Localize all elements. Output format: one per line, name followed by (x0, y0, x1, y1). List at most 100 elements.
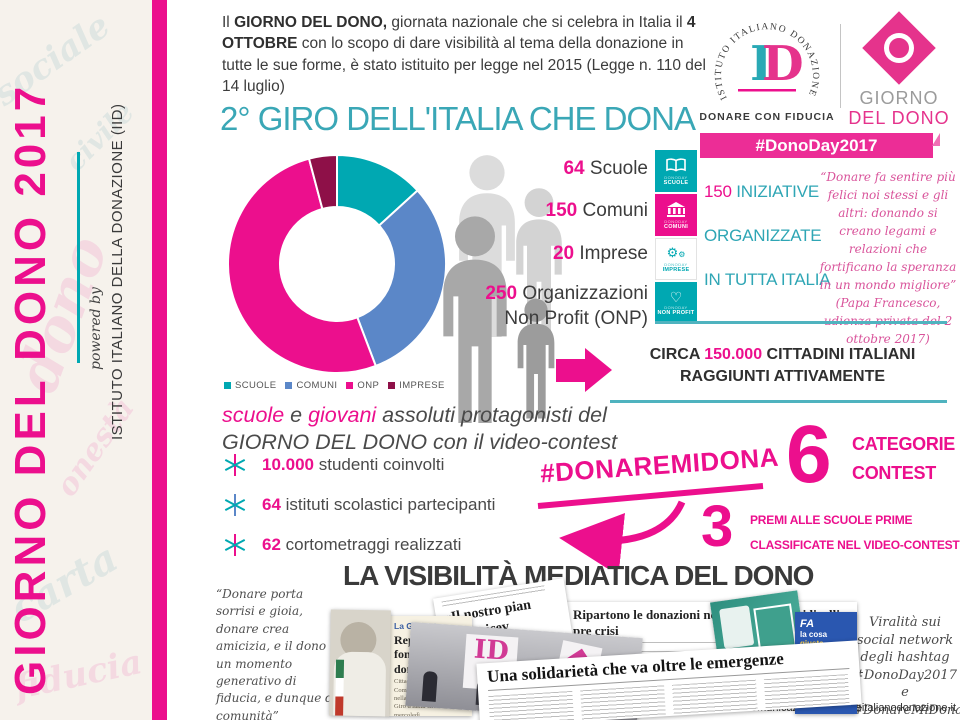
donoday-ribbon-banner: #DonoDay2017 (700, 133, 940, 158)
highlight-scuole: scuole (222, 403, 285, 427)
bullet-studenti: 10.000 studenti coinvolti (222, 452, 444, 478)
sidebar-divider-line (77, 152, 80, 363)
stat-label-line2: Non Profit (ONP) (504, 308, 648, 329)
tv-fa-text: FA (800, 618, 815, 630)
legend-label: COMUNI (296, 380, 338, 391)
pope-quote-text: “Donare fa sentire più felici noi stessi… (819, 170, 957, 292)
initiatives-block: 150 INIZIATIVE ORGANIZZATE IN TUTTA ITAL… (704, 170, 836, 302)
categories-line1: CATEGORIE (852, 434, 955, 454)
mattarella-quote-text: “Donare porta sorrisi e gioia, donare cr… (216, 587, 338, 720)
hashtag-underline-arrow (537, 483, 764, 568)
reach-number: 150.000 (704, 346, 763, 363)
legend-item: COMUNI (285, 380, 337, 391)
badge-label: SCUOLE (663, 179, 689, 186)
badge-label: COMUNI (663, 223, 689, 230)
gdd-logo-text-bottom: DEL DONO (848, 108, 950, 128)
initiatives-line1: INIZIATIVE (731, 182, 819, 201)
heading-text: assoluti protagonisti del (376, 403, 607, 427)
star-bullet-icon (224, 454, 246, 476)
bullet-number: 10.000 (262, 455, 314, 474)
iid-logo: ISTITUTO ITALIANO DONAZIONE I D DONARE C… (698, 10, 836, 132)
reach-text-line2: RAGGIUNTI ATTIVAMENTE (679, 367, 886, 385)
chart-legend: SCUOLE COMUNI ONP IMPRESE (224, 380, 464, 391)
prizes-label: PREMI ALLE SCUOLE PRIME CLASSIFICATE NEL… (750, 508, 960, 558)
star-bullet-icon (224, 534, 246, 556)
giorno-del-dono-logo: GIORNO DEL DONO (848, 11, 950, 128)
organization-name-vertical: ISTITUTO ITALIANO DELLA DONAZIONE (IID) (109, 103, 126, 441)
heart-icon: ♡ (669, 289, 683, 305)
stat-value: 64 (563, 158, 585, 179)
bullet-label: istituti scolastici partecipanti (280, 495, 496, 514)
heading-line2: GIORNO DEL DONO con il video-contest (222, 429, 618, 454)
mattarella-quote: “Donare porta sorrisi e gioia, donare cr… (216, 586, 344, 720)
badge-non-profit: ♡ DONODAY NON PROFIT (655, 282, 697, 324)
iid-letter-i: I (750, 36, 772, 92)
intro-text: giornata nazionale che si celebra in Ita… (387, 14, 687, 31)
reach-arrow-icon (556, 359, 585, 382)
badge-label: IMPRESE (662, 266, 690, 273)
badge-scuole: DONODAY SCUOLE (655, 150, 697, 192)
stat-onp: 250 Organizzazioni Non Profit (ONP) (485, 281, 648, 331)
highlight-giovani: giovani (308, 403, 377, 427)
bullet-text: 64 istituti scolastici partecipanti (262, 495, 495, 515)
prizes-line1: PREMI ALLE SCUOLE PRIME (750, 513, 913, 527)
intro-paragraph: Il GIORNO DEL DONO, giornata nazionale c… (222, 12, 708, 98)
bullet-text: 10.000 studenti coinvolti (262, 455, 444, 475)
legend-swatch-scuole (224, 382, 231, 389)
stat-scuole: 64 Scuole (563, 158, 648, 180)
bullet-number: 62 (262, 535, 281, 554)
reach-statement: CIRCA 150.000 CITTADINI ITALIANI RAGGIUN… (615, 344, 950, 387)
bullet-label: cortometraggi realizzati (280, 535, 462, 554)
bullet-label: studenti coinvolti (314, 455, 445, 474)
stat-value: 250 (485, 283, 518, 304)
star-bullet-icon (224, 494, 246, 516)
badge-tiny-text: DONODAY (664, 218, 688, 224)
badge-comuni: DONODAY COMUNI (655, 194, 697, 236)
donut-slice-imprese (307, 153, 338, 211)
legend-swatch-imprese (388, 382, 396, 389)
intro-bold-date: 4 OTTOBRE (222, 14, 696, 53)
legend-swatch-comuni (285, 382, 293, 389)
stat-value: 150 (545, 200, 578, 221)
iid-tagline: DONARE CON FIDUCIA (699, 111, 835, 123)
book-icon (666, 157, 686, 172)
stat-imprese: 20 Imprese (553, 243, 648, 265)
powered-by-label: powered by (88, 287, 104, 370)
donut-chart (227, 153, 447, 374)
legend-item: IMPRESE (388, 380, 445, 391)
initiatives-line2: ORGANIZZATE (704, 226, 822, 245)
categories-label: CATEGORIE CONTEST (852, 430, 955, 488)
logo-divider (840, 24, 841, 108)
reach-text: CITTADINI ITALIANI (762, 346, 916, 363)
iid-letter-d: D (762, 36, 804, 92)
badge-tiny-text: DONODAY (664, 305, 688, 310)
stat-label: Scuole (584, 158, 648, 179)
badge-tiny-text: DONODAY (664, 174, 688, 180)
intro-text: con lo scopo di dare visibilità al tema … (222, 35, 706, 96)
watermark-word: onestà (49, 391, 142, 504)
stat-comuni: 150 Comuni (546, 200, 648, 222)
badge-label: NON PROFIT (657, 310, 695, 316)
donut-slice-onp (227, 157, 378, 374)
photo-pope (329, 609, 391, 717)
bullet-cortometraggi: 62 cortometraggi realizzati (222, 532, 461, 558)
prizes-line2: CLASSIFICATE NEL VIDEO-CONTEST (750, 538, 960, 552)
bullet-text: 62 cortometraggi realizzati (262, 535, 461, 555)
legend-label: ONP (357, 380, 380, 391)
stat-value: 20 (552, 243, 575, 264)
legend-label: SCUOLE (235, 380, 277, 391)
teal-rule-bottom (610, 400, 947, 403)
prizes-number: 3 (701, 494, 734, 559)
badge-tiny-text: DONODAY (664, 261, 688, 267)
bullet-number: 64 (262, 495, 281, 514)
heading-text: e (284, 403, 309, 427)
teal-rule-top (655, 321, 947, 324)
gdd-logo-text-top: GIORNO (859, 88, 939, 108)
bank-icon (667, 201, 685, 217)
reach-arrow-head (585, 348, 612, 392)
gears-icon: ⚙⚙ (666, 244, 686, 260)
iid-logo-graphic: ISTITUTO ITALIANO DONAZIONE I D (714, 22, 819, 101)
stat-label: Comuni (577, 200, 648, 221)
donut-slice-comuni (355, 189, 447, 368)
